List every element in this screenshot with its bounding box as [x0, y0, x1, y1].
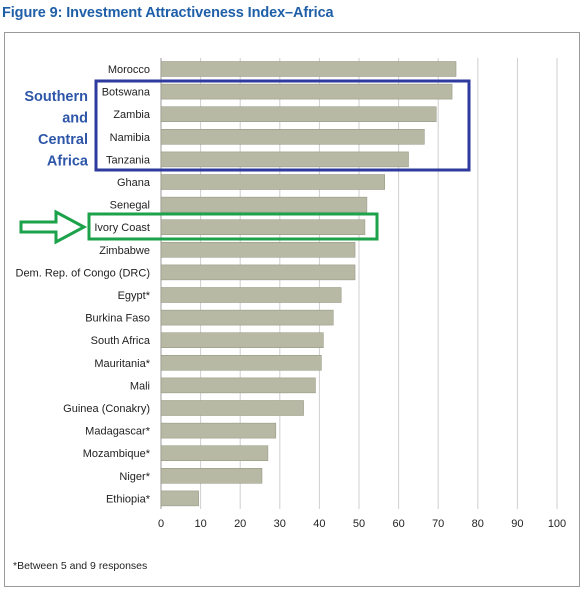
x-tick-label: 30	[274, 518, 286, 530]
category-label: Niger*	[119, 471, 150, 483]
category-label: Egypt*	[118, 290, 151, 302]
category-label: Ethiopia*	[106, 493, 151, 505]
category-label: South Africa	[91, 335, 151, 347]
category-label: Madagascar*	[85, 426, 151, 438]
group-label-line: Africa	[47, 154, 89, 170]
chart-frame	[4, 32, 580, 587]
group-label-line: Central	[38, 132, 88, 148]
bar-6	[160, 196, 368, 213]
x-tick-label: 40	[313, 518, 325, 530]
category-label: Morocco	[108, 64, 150, 76]
bar-19	[160, 490, 199, 507]
x-tick-label: 20	[234, 518, 246, 530]
bar-12	[160, 332, 324, 348]
category-label: Ghana	[117, 177, 151, 189]
figure-title: Figure 9: Investment Attractiveness Inde…	[2, 5, 334, 21]
bar-16	[160, 422, 277, 439]
bar-2	[160, 106, 437, 122]
bar-0	[160, 61, 457, 77]
group-label-line: and	[62, 111, 88, 127]
ivory-coast-highlight-box	[87, 212, 379, 241]
group-label-line: Southern	[24, 89, 88, 105]
bar-13	[160, 355, 322, 371]
category-label: Botswana	[102, 87, 151, 99]
bar-5	[160, 174, 385, 190]
bar-14	[160, 377, 316, 394]
category-label: Namibia	[110, 132, 151, 144]
x-tick-label: 100	[548, 518, 566, 530]
category-label: Senegal	[110, 200, 150, 212]
x-tick-label: 0	[158, 518, 164, 530]
bar-17	[160, 445, 269, 461]
category-label: Zimbabwe	[99, 245, 150, 257]
category-label: Ivory Coast	[94, 222, 150, 234]
bar-4	[160, 151, 409, 168]
category-label: Dem. Rep. of Congo (DRC)	[16, 267, 151, 279]
x-tick-label: 60	[392, 518, 404, 530]
x-tick-label: 80	[472, 518, 484, 530]
bar-18	[160, 468, 263, 484]
bar-11	[160, 309, 334, 326]
category-label: Burkina Faso	[85, 313, 150, 325]
category-label: Mali	[130, 380, 150, 392]
bar-9	[160, 264, 356, 281]
footnote: *Between 5 and 9 responses	[13, 560, 148, 572]
category-labels: Morocco Botswana Zambia Namibia Tanzania Ghan…	[16, 64, 151, 505]
grid-lines	[160, 58, 558, 509]
x-tick-labels: 0 10 20 30 40 50 60 70 80 90 100	[158, 518, 566, 530]
bar-7	[160, 219, 366, 235]
category-label: Mozambique*	[83, 448, 151, 460]
bar-3	[160, 129, 425, 145]
category-label: Mauritania*	[94, 358, 150, 370]
category-label: Guinea (Conakry)	[63, 403, 150, 415]
bar-15	[160, 400, 304, 416]
category-label: Tanzania	[106, 154, 151, 166]
arrow-icon	[19, 209, 88, 245]
bar-10	[160, 287, 342, 303]
x-tick-label: 10	[194, 518, 206, 530]
category-label: Zambia	[113, 109, 151, 121]
bar-1	[160, 83, 453, 100]
bars	[160, 61, 457, 507]
x-tick-label: 50	[353, 518, 365, 530]
southern-central-africa-box	[94, 79, 471, 172]
x-tick-label: 90	[511, 518, 523, 530]
annotations: Southern and Central Africa	[19, 79, 471, 245]
bar-8	[160, 242, 356, 258]
x-tick-label: 70	[432, 518, 444, 530]
